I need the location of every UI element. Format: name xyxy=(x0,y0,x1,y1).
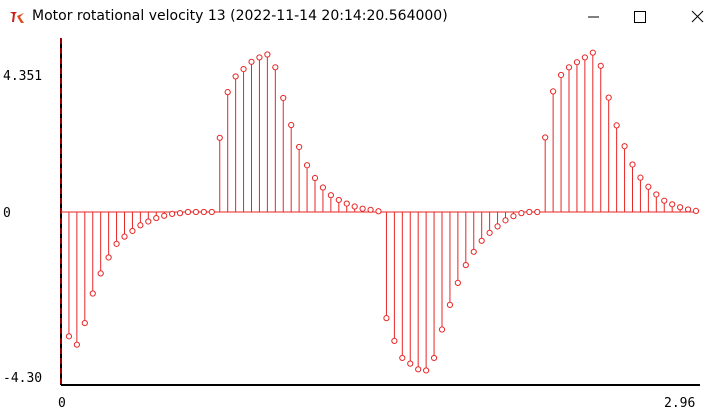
stem-marker xyxy=(264,51,271,58)
stem-marker xyxy=(97,270,104,277)
stem-marker xyxy=(423,367,430,374)
stem-marker xyxy=(169,210,176,217)
stem-marker xyxy=(494,223,501,230)
stem-marker xyxy=(462,261,469,269)
stem-marker xyxy=(145,218,152,225)
stem-marker xyxy=(327,192,334,199)
stem-marker xyxy=(224,89,231,96)
stem-marker xyxy=(113,240,120,247)
stem-marker xyxy=(248,58,255,65)
y-tick-label-zero: 0 xyxy=(3,206,11,221)
stem-marker xyxy=(153,214,160,222)
stem-marker xyxy=(319,184,327,191)
stem-marker xyxy=(137,222,144,229)
stem-marker xyxy=(438,326,446,333)
stem-marker xyxy=(280,94,287,102)
maximize-icon xyxy=(634,11,646,23)
stem-marker xyxy=(391,337,398,344)
minimize-icon xyxy=(588,16,599,18)
title-bar[interactable]: Motor rotational velocity 13 (2022-11-14… xyxy=(0,0,720,34)
maximize-button[interactable] xyxy=(617,0,663,34)
stem-marker xyxy=(200,208,207,216)
stem-marker xyxy=(351,203,358,210)
y-tick-label-min: -4.30 xyxy=(3,371,42,386)
stem-marker xyxy=(454,279,461,286)
stem-marker xyxy=(89,290,96,297)
stem-marker xyxy=(161,212,168,219)
minimize-button[interactable] xyxy=(570,0,616,34)
stem-marker xyxy=(621,143,628,150)
stem-marker xyxy=(534,208,541,216)
stem-marker xyxy=(73,341,80,348)
window-title: Motor rotational velocity 13 (2022-11-14… xyxy=(32,8,448,24)
stem-marker xyxy=(669,201,676,208)
stem-marker xyxy=(605,94,612,101)
stem-marker xyxy=(430,354,438,362)
stem-marker xyxy=(296,143,303,151)
stem-marker xyxy=(502,217,509,224)
stem-marker xyxy=(589,49,596,56)
stem-marker xyxy=(232,73,239,80)
x-tick-label-end: 2.96 xyxy=(664,396,695,411)
stem-marker xyxy=(129,227,136,235)
stem-marker xyxy=(303,162,311,169)
stem-marker xyxy=(446,301,454,308)
close-button[interactable] xyxy=(674,0,720,34)
stem-marker xyxy=(407,360,414,367)
stem-marker xyxy=(692,207,700,215)
stem-marker xyxy=(486,229,493,236)
stem-plot: 4.351 0 -4.30 0 2.96 xyxy=(3,38,700,411)
stem-marker xyxy=(208,208,215,216)
stem-marker xyxy=(661,197,668,204)
stem-marker xyxy=(256,54,263,61)
stem-marker xyxy=(470,248,477,255)
stem-marker xyxy=(176,210,184,217)
stem-marker xyxy=(311,174,319,182)
stem-marker xyxy=(677,204,684,211)
stem-marker xyxy=(216,134,223,141)
close-icon xyxy=(691,10,704,23)
stem-series xyxy=(61,49,700,374)
stem-marker xyxy=(192,208,200,216)
stem-marker xyxy=(565,64,573,71)
stem-marker xyxy=(415,366,422,373)
x-tick-label-start: 0 xyxy=(58,396,66,411)
stem-marker xyxy=(550,88,557,95)
stem-marker xyxy=(542,134,549,141)
stem-marker xyxy=(573,59,581,66)
stem-marker xyxy=(375,208,382,215)
stem-marker xyxy=(645,183,652,190)
stem-marker xyxy=(105,254,112,261)
stem-marker xyxy=(367,206,374,213)
plot-canvas[interactable]: 4.351 0 -4.30 0 2.96 xyxy=(0,34,720,412)
stem-marker xyxy=(629,161,636,168)
stem-marker xyxy=(383,315,390,322)
stem-marker xyxy=(121,233,128,240)
stem-marker xyxy=(637,174,644,181)
stem-marker xyxy=(597,62,604,69)
stem-marker xyxy=(518,210,525,217)
stem-marker xyxy=(81,319,88,327)
stem-marker xyxy=(288,121,295,129)
stem-marker xyxy=(343,200,350,207)
stem-marker xyxy=(510,213,517,220)
stem-marker xyxy=(557,71,565,79)
stem-marker xyxy=(272,64,279,71)
stem-marker xyxy=(359,205,366,212)
y-tick-label-max: 4.351 xyxy=(3,69,42,84)
stem-marker xyxy=(184,208,192,216)
stem-marker xyxy=(478,237,485,244)
stem-marker xyxy=(613,122,620,129)
stem-marker xyxy=(526,208,533,216)
stem-marker xyxy=(399,354,406,362)
stem-marker xyxy=(335,196,342,204)
stem-marker xyxy=(240,66,247,73)
stem-marker xyxy=(684,206,692,213)
tk-feather-icon xyxy=(10,12,24,23)
stem-marker xyxy=(65,333,73,340)
stem-marker xyxy=(653,191,660,198)
stem-marker xyxy=(581,54,588,61)
